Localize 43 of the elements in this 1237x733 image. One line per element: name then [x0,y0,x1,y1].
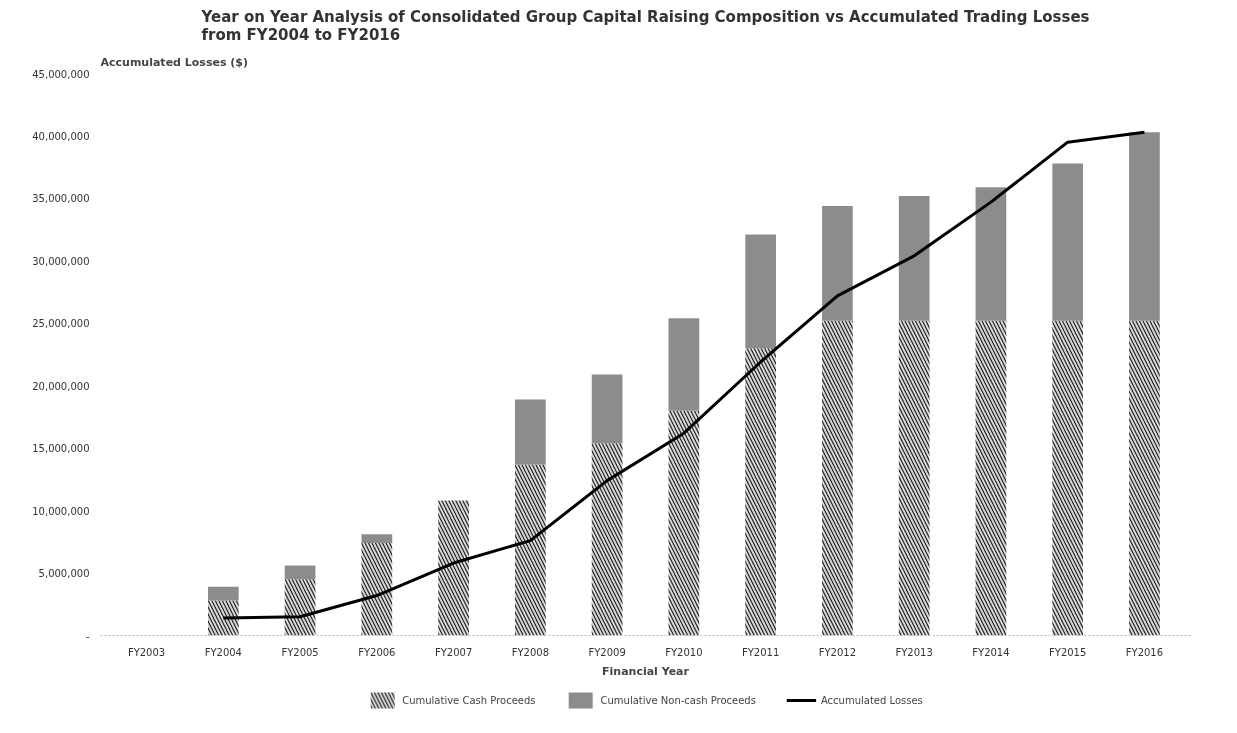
y-tick-label: 45,000,000 [32,68,90,80]
bar [591,374,623,444]
y-tick-label: 10,000,000 [32,505,90,517]
bar [284,565,316,580]
x-tick-label: FY2003 [127,646,166,658]
x-tick-label: FY2004 [204,646,242,658]
line-series [221,130,1146,620]
x-tick-label: FY2014 [972,646,1010,658]
x-tick-label: FY2009 [588,646,626,658]
bar [1052,163,1084,321]
bar [975,187,1007,321]
y-tick-label: - [85,630,90,642]
x-tick-label: FY2013 [895,646,933,658]
x-axis-title: Financial Year [602,664,690,678]
bar [515,399,546,465]
y-tick-label: 5,000,000 [38,568,90,580]
y-tick-label: 30,000,000 [32,255,90,267]
bar [745,234,776,349]
legend-label: Cumulative Cash Proceeds [402,694,536,706]
y-tick-label: 20,000,000 [32,380,90,392]
y-tick-label: 40,000,000 [32,130,90,142]
y-tick-label: 15,000,000 [32,443,90,455]
bar [207,586,239,601]
x-tick-label: FY2007 [434,646,473,658]
x-tick-label: FY2010 [665,646,703,658]
bar [668,318,700,411]
x-tick-label: FY2006 [358,646,396,658]
chart-title: Year on Year Analysis of Consolidated Group Capital Raising Composition vs Accumulated Trading Losses from FY2004 to FY2016 [200,7,1090,44]
bar [822,205,853,321]
y-tick-label: 25,000,000 [32,318,90,330]
x-tick-label: FY2005 [281,646,319,658]
bar [898,195,930,321]
x-tick-label: FY2011 [741,646,780,658]
x-tick-label: FY2016 [1125,646,1164,658]
legend-label: Cumulative Non-cash Proceeds [600,694,756,706]
x-tick-label: FY2015 [1049,646,1087,658]
y-axis-title: Accumulated Losses ($) [100,55,249,69]
bar [1129,132,1160,321]
legend-label: Accumulated Losses [820,694,923,706]
bar [361,534,393,544]
x-tick-label: FY2012 [818,646,857,658]
x-tick-label: FY2008 [511,646,550,658]
y-tick-label: 35,000,000 [32,193,90,205]
